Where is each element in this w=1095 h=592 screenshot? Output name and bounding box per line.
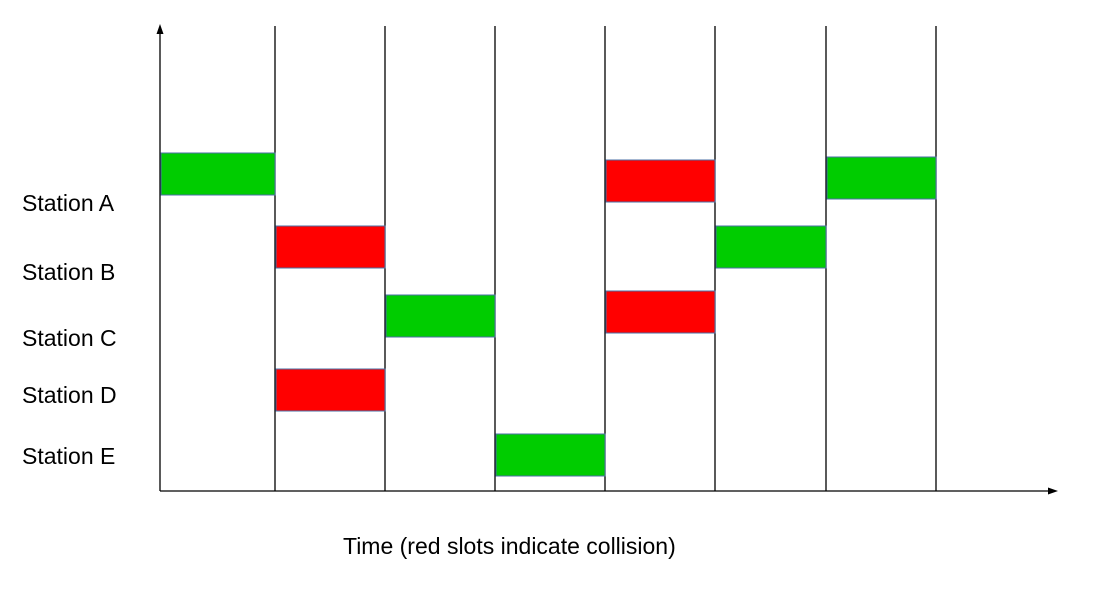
slot-2-station-b-collision-block xyxy=(275,225,386,269)
transmission-blocks xyxy=(160,152,937,477)
station-label-d: Station D xyxy=(22,382,117,408)
slot-7-station-a-success-block xyxy=(826,156,937,200)
time-axis-arrow-icon xyxy=(1048,487,1058,495)
station-label-c: Station C xyxy=(22,325,117,351)
station-label-a: Station A xyxy=(22,190,115,216)
slot-5-station-a-collision-block xyxy=(605,159,716,203)
station-label-b: Station B xyxy=(22,259,115,285)
axes xyxy=(156,24,1058,495)
slot-2-station-d-collision-block xyxy=(275,368,386,412)
station-label-e: Station E xyxy=(22,443,115,469)
station-labels: Station A Station B Station C Station D … xyxy=(22,190,117,469)
slot-3-station-c-success-block xyxy=(385,294,496,338)
slot-4-station-e-success-block xyxy=(495,433,606,477)
y-axis-arrow-icon xyxy=(156,24,164,34)
slot-6-station-b-success-block xyxy=(715,225,827,269)
time-axis-caption: Time (red slots indicate collision) xyxy=(343,533,676,559)
slot-1-station-a-success-block xyxy=(160,152,276,196)
slot-5-station-c-collision-block xyxy=(605,290,716,334)
